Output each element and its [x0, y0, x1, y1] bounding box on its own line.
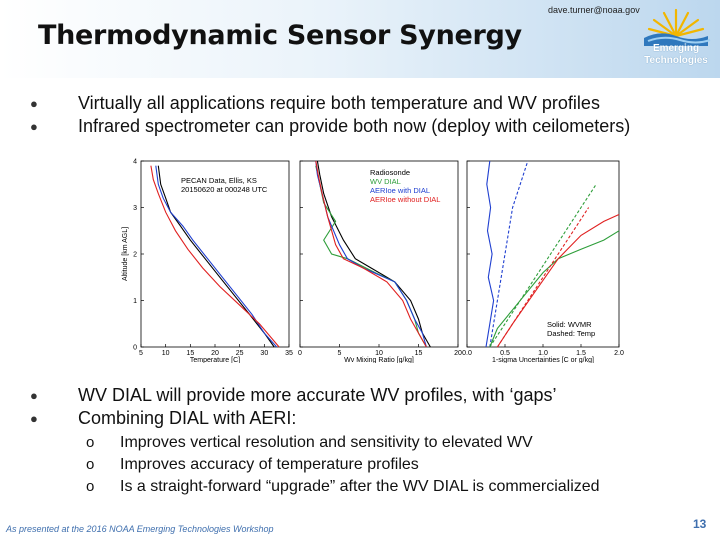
slide-title: Thermodynamic Sensor Synergy [38, 20, 522, 51]
page-number: 13 [693, 517, 707, 531]
series-line [485, 160, 495, 348]
y-tick-label: 3 [133, 205, 137, 212]
x-tick-label: 30 [260, 350, 268, 357]
author-email: dave.turner@noaa.gov [548, 5, 640, 15]
legend-entry: WV DIAL [370, 177, 401, 186]
x-tick-label: 0.5 [500, 350, 510, 357]
y-tick-label: 0 [133, 345, 137, 352]
y-tick-label: 1 [133, 298, 137, 305]
x-tick-label: 20 [454, 350, 462, 357]
x-tick-label: 1.5 [576, 350, 586, 357]
slide-header: Thermodynamic Sensor Synergy dave.turner… [0, 0, 720, 78]
series-line-aerioe-without-dial [315, 160, 427, 348]
x-tick-label: 2.0 [614, 350, 624, 357]
footer-note: As presented at the 2016 NOAA Emerging T… [6, 524, 274, 534]
series-line [150, 165, 280, 348]
x-tick-label: 20 [211, 350, 219, 357]
series-line [489, 160, 529, 348]
series-line [155, 165, 278, 348]
bullet-item: Combining DIAL with AERI: [30, 407, 557, 430]
legend-entry: Radiosonde [370, 168, 410, 177]
bullet-item: WV DIAL will provide more accurate WV pr… [30, 384, 557, 407]
x-axis-label: Temperature [C] [190, 357, 240, 363]
series-line [489, 183, 597, 348]
legend-entry: AERIoe without DIAL [370, 195, 440, 204]
series-line [496, 207, 590, 348]
bullet-list-top: Virtually all applications require both … [30, 92, 630, 138]
series-line [489, 230, 620, 348]
y-tick-label: 4 [133, 159, 137, 166]
bullet-item: Virtually all applications require both … [30, 92, 630, 115]
sub-bullet-item: Is a straight-forward “upgrade” after th… [86, 476, 600, 498]
y-tick-label: 2 [133, 252, 137, 259]
x-tick-label: 0 [298, 350, 302, 357]
x-tick-label: 5 [139, 350, 143, 357]
x-axis-label: Wv Mixing Ratio [g/kg] [344, 357, 414, 363]
x-tick-label: 10 [162, 350, 170, 357]
chart-annotation: Solid: WVMR [547, 320, 592, 329]
sub-bullet-list: Improves vertical resolution and sensiti… [86, 432, 600, 498]
x-tick-label: 1.0 [538, 350, 548, 357]
series-line-radiosonde [316, 160, 431, 348]
chart-annotation: 20150620 at 000248 UTC [181, 185, 268, 194]
sub-bullet-item: Improves accuracy of temperature profile… [86, 454, 600, 476]
x-axis-label: 1-sigma Uncertainties [C or g/kg] [492, 357, 594, 363]
x-tick-label: 0.0 [462, 350, 472, 357]
emerging-technologies-logo: Emerging Technologies [636, 6, 716, 72]
chart-annotation: Dashed: Temp [547, 329, 595, 338]
profile-charts: 5 10 15 20 25 30 35 Temperature [C] 0 1 2 3 4 Altitud… [122, 159, 624, 365]
x-tick-label: 25 [236, 350, 244, 357]
bullet-list-bottom: WV DIAL will provide more accurate WV pr… [30, 384, 557, 430]
x-tick-label: 10 [375, 350, 383, 357]
legend-entry: AERIoe with DIAL [370, 186, 430, 195]
chart-annotation: PECAN Data, Ellis, KS [181, 176, 257, 185]
sun-over-waves-icon [644, 8, 711, 46]
bullet-item: Infrared spectrometer can provide both n… [30, 115, 630, 138]
logo-text-line2: Technologies [644, 55, 708, 66]
x-tick-label: 5 [338, 350, 342, 357]
x-tick-label: 15 [186, 350, 194, 357]
sub-bullet-item: Improves vertical resolution and sensiti… [86, 432, 600, 454]
plot-frame [466, 160, 620, 348]
logo-text-line1: Emerging [652, 43, 700, 54]
x-tick-label: 35 [285, 350, 293, 357]
x-tick-label: 15 [415, 350, 423, 357]
y-axis-label: Altitude [km AGL] [122, 227, 129, 281]
pecan-profile-figure: 5 10 15 20 25 30 35 Temperature [C] 0 1 2 3 4 Altitud… [103, 151, 628, 365]
